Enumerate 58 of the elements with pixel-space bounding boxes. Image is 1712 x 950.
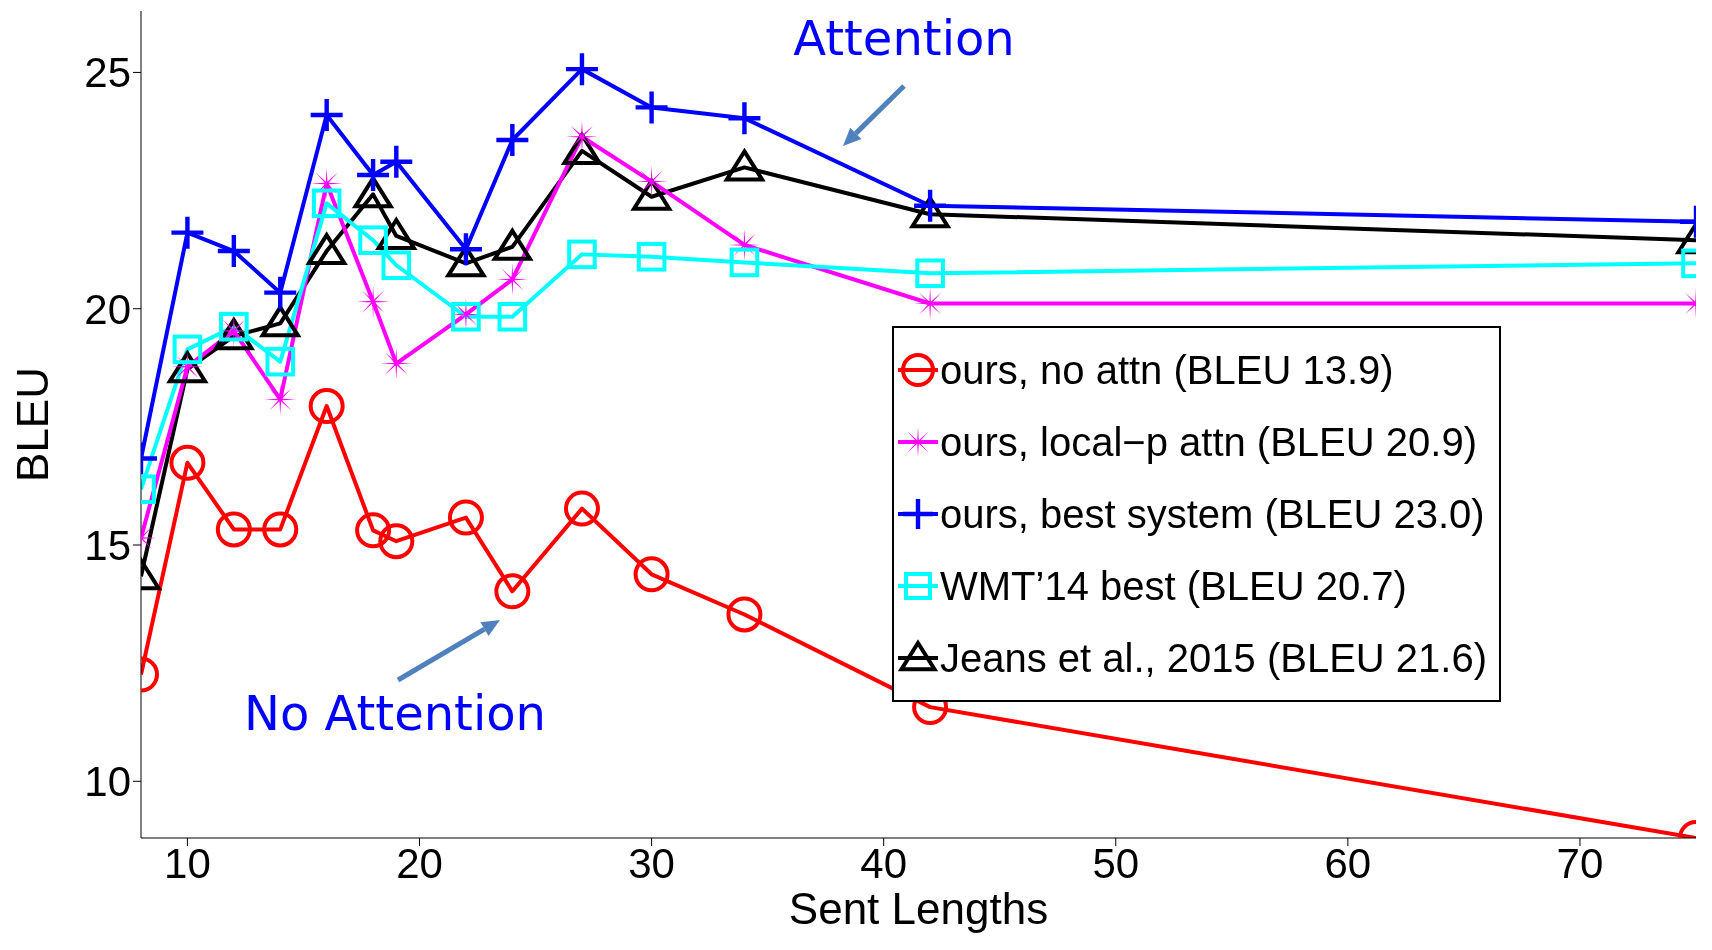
point bbox=[565, 53, 598, 86]
point bbox=[567, 239, 597, 270]
point bbox=[172, 334, 203, 365]
point bbox=[728, 102, 761, 135]
point bbox=[635, 91, 668, 124]
x-tick-label: 40 bbox=[860, 839, 908, 887]
annotation: Attention bbox=[793, 10, 1015, 66]
x-tick-label: 30 bbox=[628, 839, 675, 887]
point bbox=[262, 511, 299, 548]
point bbox=[724, 149, 765, 182]
x-tick-label: 20 bbox=[396, 839, 443, 887]
point bbox=[381, 250, 412, 281]
point bbox=[496, 124, 529, 157]
legend-label: WMT’14 best (BLEU 20.7) bbox=[940, 563, 1407, 609]
point bbox=[726, 596, 763, 633]
legend-label: ours, best system (BLEU 23.0) bbox=[940, 491, 1485, 537]
y-tick-label: 15 bbox=[84, 521, 131, 569]
x-axis-title: Sent Lengths bbox=[788, 884, 1049, 933]
point bbox=[358, 225, 388, 255]
x-tick-label: 10 bbox=[164, 839, 211, 887]
point bbox=[633, 556, 670, 593]
point bbox=[447, 499, 484, 536]
point bbox=[264, 276, 297, 309]
point bbox=[308, 388, 345, 425]
y-tick-label: 10 bbox=[84, 758, 131, 806]
point bbox=[380, 145, 413, 178]
point bbox=[169, 444, 206, 481]
x-tick-label: 60 bbox=[1324, 839, 1372, 887]
legend-label: ours, local−p attn (BLEU 20.9) bbox=[940, 419, 1477, 465]
point bbox=[636, 241, 667, 272]
x-tick-label: 50 bbox=[1092, 839, 1140, 887]
point bbox=[217, 235, 250, 268]
legend-label: Jeans et al., 2015 (BLEU 21.6) bbox=[940, 635, 1487, 681]
point bbox=[357, 158, 390, 191]
point bbox=[307, 233, 347, 266]
point bbox=[378, 523, 415, 560]
point bbox=[260, 305, 300, 338]
point bbox=[215, 511, 252, 548]
point bbox=[310, 98, 343, 131]
point bbox=[497, 301, 528, 332]
legend-label: ours, no attn (BLEU 13.9) bbox=[940, 347, 1394, 393]
point bbox=[729, 247, 760, 278]
y-tick-label: 25 bbox=[84, 49, 131, 97]
point bbox=[494, 573, 531, 610]
x-tick-label: 70 bbox=[1556, 839, 1604, 887]
point bbox=[355, 512, 392, 549]
annotation: No Attention bbox=[243, 685, 547, 741]
point bbox=[492, 228, 532, 261]
point bbox=[915, 258, 945, 289]
point bbox=[914, 189, 947, 222]
point bbox=[353, 176, 393, 209]
point bbox=[265, 346, 296, 377]
point bbox=[449, 233, 482, 266]
y-axis-title: BLEU bbox=[7, 367, 57, 482]
point bbox=[563, 490, 600, 527]
point bbox=[311, 188, 342, 219]
y-tick-label: 20 bbox=[84, 285, 131, 333]
point bbox=[171, 216, 204, 249]
